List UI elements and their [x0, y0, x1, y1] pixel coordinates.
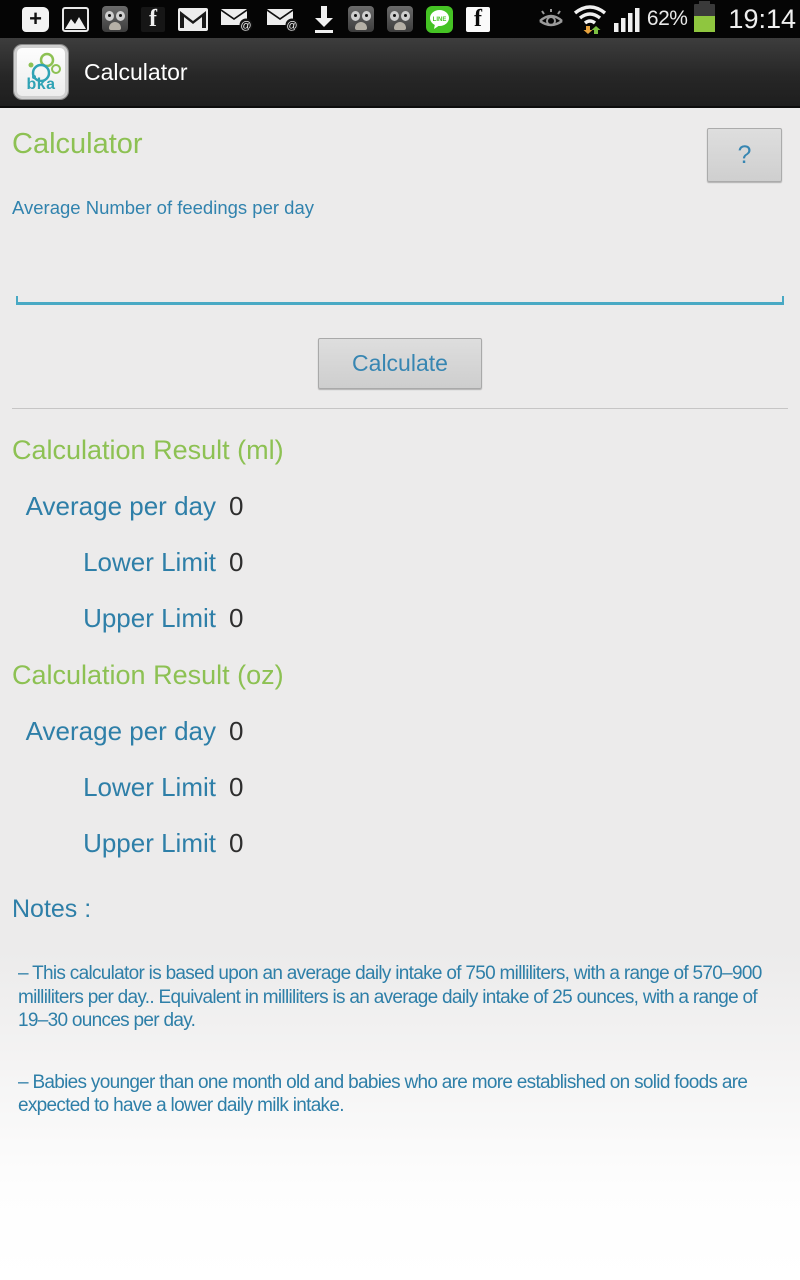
- system-status-icons: 62% 19:14: [536, 1, 796, 35]
- owl-app-icon: [102, 6, 128, 32]
- section-title-ml: Calculation Result (ml): [12, 435, 284, 465]
- status-bar: + f @ @ LINE f 62: [0, 0, 800, 38]
- line-app-icon: LINE: [426, 5, 453, 33]
- result-row: Average per day 0: [12, 716, 788, 747]
- result-label: Upper Limit: [83, 603, 216, 633]
- result-value: 0: [229, 547, 244, 577]
- main-content: Calculator ? Average Number of feedings …: [0, 108, 800, 1280]
- result-value: 0: [229, 491, 244, 521]
- action-bar-title: Calculator: [84, 58, 188, 85]
- help-button[interactable]: ?: [707, 128, 782, 182]
- result-label: Average per day: [25, 716, 216, 746]
- result-row: Upper Limit 0: [12, 828, 788, 859]
- action-bar: bka Calculator: [0, 38, 800, 108]
- note-paragraph: – Babies younger than one month old and …: [18, 1071, 748, 1117]
- gallery-icon: [62, 6, 89, 32]
- svg-text:@: @: [286, 20, 297, 32]
- result-value: 0: [229, 716, 244, 746]
- section-title-oz: Calculation Result (oz): [12, 660, 284, 690]
- notification-icons: + f @ @ LINE f: [22, 5, 536, 33]
- mail-at-icon: @: [267, 7, 300, 32]
- result-row: Upper Limit 0: [12, 603, 788, 634]
- app-logo-icon: bka: [14, 45, 68, 99]
- result-label: Lower Limit: [83, 547, 216, 577]
- feedings-input-field: [12, 227, 788, 305]
- wifi-icon: [573, 4, 607, 34]
- facebook-icon: f: [466, 6, 490, 32]
- smart-stay-eye-icon: [536, 7, 566, 31]
- result-value: 0: [229, 772, 244, 802]
- notes-heading: Notes :: [12, 895, 92, 923]
- app-logo-text: bka: [26, 76, 56, 93]
- result-label: Average per day: [25, 491, 216, 521]
- signal-bars-icon: [613, 6, 640, 32]
- input-underline: [16, 296, 784, 305]
- clock-label: 19:14: [728, 3, 796, 34]
- page-title: Calculator: [12, 128, 143, 160]
- battery-percent-label: 62%: [646, 7, 688, 30]
- note-paragraph: – This calculator is based upon an avera…: [18, 963, 762, 1031]
- svg-text:@: @: [240, 20, 251, 32]
- battery-icon: [694, 1, 716, 32]
- divider: [12, 408, 788, 409]
- svg-text:LINE: LINE: [433, 17, 447, 23]
- calculate-button[interactable]: Calculate: [318, 338, 482, 389]
- feedings-input[interactable]: [18, 227, 782, 301]
- feedings-input-label: Average Number of feedings per day: [12, 197, 315, 218]
- mail-at-icon: @: [221, 7, 254, 32]
- result-row: Lower Limit 0: [12, 772, 788, 803]
- facebook-icon: f: [141, 6, 165, 32]
- result-row: Average per day 0: [12, 491, 788, 522]
- gmail-icon: [178, 7, 208, 31]
- owl-app-icon: [387, 6, 413, 32]
- download-complete-icon: [313, 5, 335, 33]
- tag-plus-icon: +: [22, 6, 49, 32]
- result-label: Lower Limit: [83, 772, 216, 802]
- result-row: Lower Limit 0: [12, 547, 788, 578]
- result-label: Upper Limit: [83, 828, 216, 858]
- owl-app-icon: [348, 6, 374, 32]
- result-value: 0: [229, 603, 244, 633]
- result-value: 0: [229, 828, 244, 858]
